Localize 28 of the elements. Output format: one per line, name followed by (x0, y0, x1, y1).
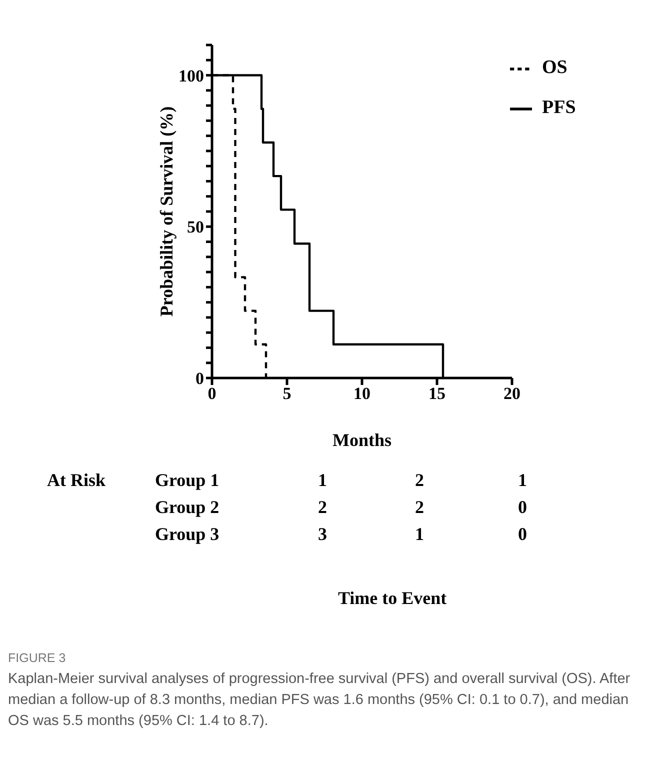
x-tick-label: 10 (354, 384, 370, 404)
text: Kaplan-Meier survival analyses of progression-free survival (PFS) and overall survival (OS). After median a follow-up of 8.3 months, median PFS was 1.6 months (95% CI: 0.1 to 0.7), and median OS was 5.5 months (95% CI: 1.4 to 8.7). (8, 670, 632, 731)
text: Group 2 (155, 497, 220, 518)
text: At Risk (47, 470, 106, 491)
text: Group 1 (155, 470, 220, 491)
x-tick-label: 20 (504, 384, 520, 404)
text: Time to Event (338, 588, 447, 609)
y-tick-label: 0 (196, 369, 204, 388)
text: 0 (518, 524, 527, 545)
text: 1 (415, 524, 424, 545)
caption: FIGURE 3 (8, 650, 67, 667)
legend-label: PFS (542, 97, 576, 118)
x-tick-label: 0 (208, 384, 216, 404)
y-tick-label: 100 (178, 66, 204, 86)
x-tick-label: 15 (428, 384, 446, 404)
text: 1 (518, 470, 527, 491)
x-tick-label: 5 (282, 384, 292, 404)
text: 2 (318, 497, 327, 518)
text: 3 (318, 524, 327, 545)
legend-label: OS (542, 57, 568, 78)
x-axis-title: Months (332, 430, 392, 450)
text: 2 (415, 470, 424, 491)
text: 2 (415, 497, 424, 518)
y-tick-label: 50 (187, 218, 204, 237)
y-axis-title: Probability of Survival (%) (156, 106, 176, 317)
text: 1 (318, 470, 327, 491)
text: Group 3 (155, 524, 220, 545)
text: 0 (518, 497, 527, 518)
